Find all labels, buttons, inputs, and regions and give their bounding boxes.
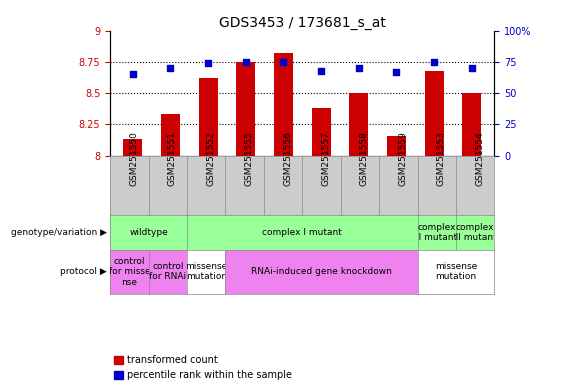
Text: control
for RNAi: control for RNAi <box>149 262 186 281</box>
Text: GSM251558: GSM251558 <box>360 131 369 186</box>
Bar <box>236 62 255 156</box>
Bar <box>349 93 368 156</box>
Point <box>203 60 212 66</box>
Point <box>316 68 325 74</box>
Point <box>128 71 137 78</box>
Point <box>429 59 438 65</box>
Text: protocol ▶: protocol ▶ <box>60 267 107 276</box>
Point <box>354 65 363 71</box>
Text: missense
mutation: missense mutation <box>185 262 227 281</box>
Text: missense
mutation: missense mutation <box>435 262 477 281</box>
Text: transformed count: transformed count <box>127 356 218 366</box>
Text: GSM251550: GSM251550 <box>129 131 138 186</box>
Point <box>467 65 476 71</box>
Text: GSM251555: GSM251555 <box>245 131 254 186</box>
Text: wildtype: wildtype <box>129 228 168 237</box>
Text: GSM251552: GSM251552 <box>206 131 215 186</box>
Text: GSM251556: GSM251556 <box>283 131 292 186</box>
Text: percentile rank within the sample: percentile rank within the sample <box>127 370 292 380</box>
Bar <box>312 108 331 156</box>
Text: GSM251557: GSM251557 <box>321 131 331 186</box>
Text: complex
II mutant: complex II mutant <box>416 223 457 242</box>
Text: control
for misse
nse: control for misse nse <box>108 257 150 286</box>
Text: RNAi-induced gene knockdown: RNAi-induced gene knockdown <box>251 267 392 276</box>
Bar <box>462 93 481 156</box>
Text: GSM251554: GSM251554 <box>475 131 484 186</box>
Bar <box>114 371 123 379</box>
Bar <box>425 71 444 156</box>
Point <box>392 69 401 75</box>
Text: GSM251553: GSM251553 <box>437 131 446 186</box>
Bar <box>123 139 142 156</box>
Text: GSM251559: GSM251559 <box>398 131 407 186</box>
Text: GSM251551: GSM251551 <box>168 131 177 186</box>
Title: GDS3453 / 173681_s_at: GDS3453 / 173681_s_at <box>219 16 386 30</box>
Text: complex I mutant: complex I mutant <box>262 228 342 237</box>
Point <box>166 65 175 71</box>
Bar <box>161 114 180 156</box>
Point <box>241 59 250 65</box>
Bar <box>387 136 406 156</box>
Text: genotype/variation ▶: genotype/variation ▶ <box>11 228 107 237</box>
Bar <box>114 356 123 364</box>
Bar <box>274 53 293 156</box>
Text: complex
III mutant: complex III mutant <box>453 223 497 242</box>
Point <box>279 59 288 65</box>
Bar <box>199 78 218 156</box>
